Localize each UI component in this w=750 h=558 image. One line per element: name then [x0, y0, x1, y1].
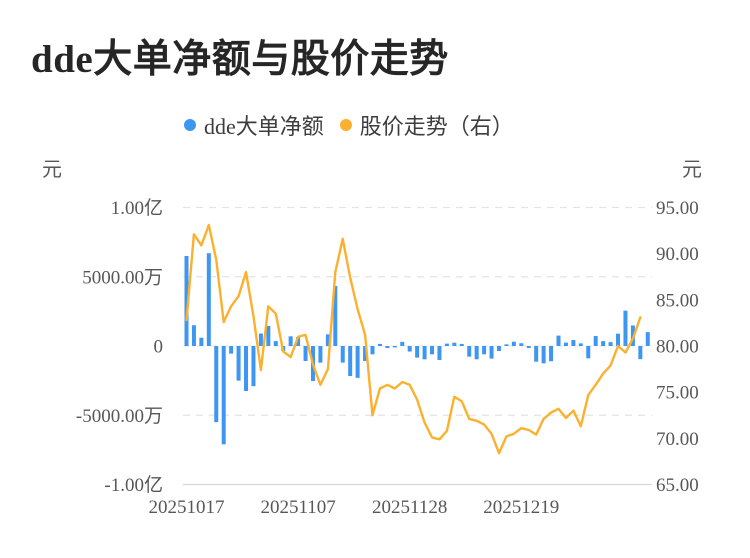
x-axis-label: 20251017	[149, 497, 225, 518]
net-amount-bar	[645, 332, 650, 346]
net-amount-bar	[578, 343, 583, 346]
legend-dot-bar-icon	[184, 119, 196, 131]
net-amount-bar	[214, 346, 219, 423]
net-amount-bar	[236, 346, 241, 381]
net-amount-bar	[608, 342, 613, 346]
net-amount-bar	[467, 346, 472, 357]
net-amount-bar	[422, 346, 427, 360]
net-amount-bar	[593, 336, 598, 346]
net-amount-bar	[489, 346, 494, 359]
left-axis-tick-label: 5000.00万	[82, 267, 163, 288]
net-amount-bar	[355, 346, 360, 378]
price-line	[185, 223, 642, 455]
net-amount-bar	[474, 346, 479, 360]
left-axis-tick-label: -5000.00万	[76, 406, 163, 427]
net-amount-bar	[385, 346, 390, 349]
right-axis-tick-label: 75.00	[656, 383, 699, 404]
net-amount-bar	[370, 346, 375, 355]
right-axis-unit: 元	[682, 159, 702, 181]
net-amount-bar	[400, 341, 405, 346]
legend: dde大单净额 股价走势（右）	[184, 109, 514, 141]
net-amount-bar	[392, 346, 397, 348]
net-amount-bar	[511, 341, 516, 346]
net-amount-bar	[556, 335, 561, 346]
net-amount-bar	[273, 341, 278, 346]
net-amount-bar	[630, 325, 635, 346]
net-amount-bar	[348, 346, 353, 377]
net-amount-bar	[586, 346, 591, 359]
net-amount-bar	[571, 340, 576, 346]
net-amount-bar	[333, 286, 338, 346]
legend-label-net-amount: dde大单净额	[204, 114, 324, 139]
net-amount-bar	[244, 346, 249, 392]
net-amount-bar	[616, 333, 621, 346]
net-amount-bar	[415, 346, 420, 358]
net-amount-bar	[459, 343, 464, 346]
net-amount-bar	[430, 346, 435, 355]
net-amount-bar	[519, 343, 524, 346]
net-amount-bar	[288, 336, 293, 346]
legend-item-price: 股价走势（右）	[339, 109, 514, 141]
net-amount-bar	[266, 325, 271, 346]
net-amount-bar	[407, 346, 412, 352]
legend-label-price: 股价走势（右）	[359, 114, 514, 139]
net-amount-bar	[206, 253, 211, 346]
net-amount-bar	[229, 346, 234, 354]
left-axis-tick-label: 1.00亿	[111, 197, 163, 219]
left-axis-tick-label: 0	[154, 337, 164, 358]
net-amount-bar	[199, 337, 204, 346]
right-axis-tick-label: 90.00	[656, 244, 699, 265]
net-amount-bar	[258, 333, 263, 346]
right-axis-tick-label: 80.00	[656, 337, 699, 358]
net-amount-bar	[444, 343, 449, 346]
net-amount-bar	[534, 346, 539, 362]
right-axis-tick-label: 95.00	[656, 198, 699, 219]
net-amount-bar	[191, 325, 196, 346]
net-amount-bar	[310, 346, 315, 382]
right-axis-tick-label: 70.00	[656, 429, 699, 450]
net-amount-bar	[638, 346, 643, 360]
net-amount-bar	[623, 310, 628, 346]
net-amount-bar	[340, 346, 345, 363]
right-axis-tick-label: 85.00	[656, 290, 699, 311]
net-amount-bar	[325, 334, 330, 346]
left-axis-unit: 元	[42, 159, 62, 181]
net-amount-bar	[184, 255, 189, 346]
legend-dot-line-icon	[339, 119, 352, 131]
left-axis-tick-label: -1.00亿	[104, 474, 163, 496]
right-axis-tick-label: 65.00	[656, 475, 699, 496]
x-axis-label: 20251128	[372, 497, 447, 518]
net-amount-bar	[363, 346, 368, 361]
net-amount-bar	[549, 346, 554, 362]
x-axis-label: 20251107	[260, 497, 335, 518]
net-amount-bar	[526, 346, 531, 349]
legend-item-net-amount: dde大单净额	[184, 109, 324, 141]
net-amount-bar	[303, 346, 308, 361]
net-amount-bar	[452, 342, 457, 346]
net-amount-bar	[504, 344, 509, 346]
net-amount-bar	[601, 341, 606, 346]
net-amount-bar	[281, 346, 286, 351]
net-amount-bar	[377, 343, 382, 346]
x-axis-label: 20251219	[483, 497, 559, 518]
net-amount-bar	[251, 346, 256, 387]
net-amount-bar	[296, 336, 301, 346]
net-amount-bar	[563, 342, 568, 346]
page-title: dde大单净额与股价走势	[31, 38, 449, 81]
net-amount-bar	[482, 346, 487, 355]
net-amount-bar	[496, 346, 501, 351]
net-amount-bar	[437, 346, 442, 360]
net-amount-bar	[541, 346, 546, 364]
net-amount-bar	[221, 346, 226, 445]
net-amount-bar	[318, 346, 323, 363]
